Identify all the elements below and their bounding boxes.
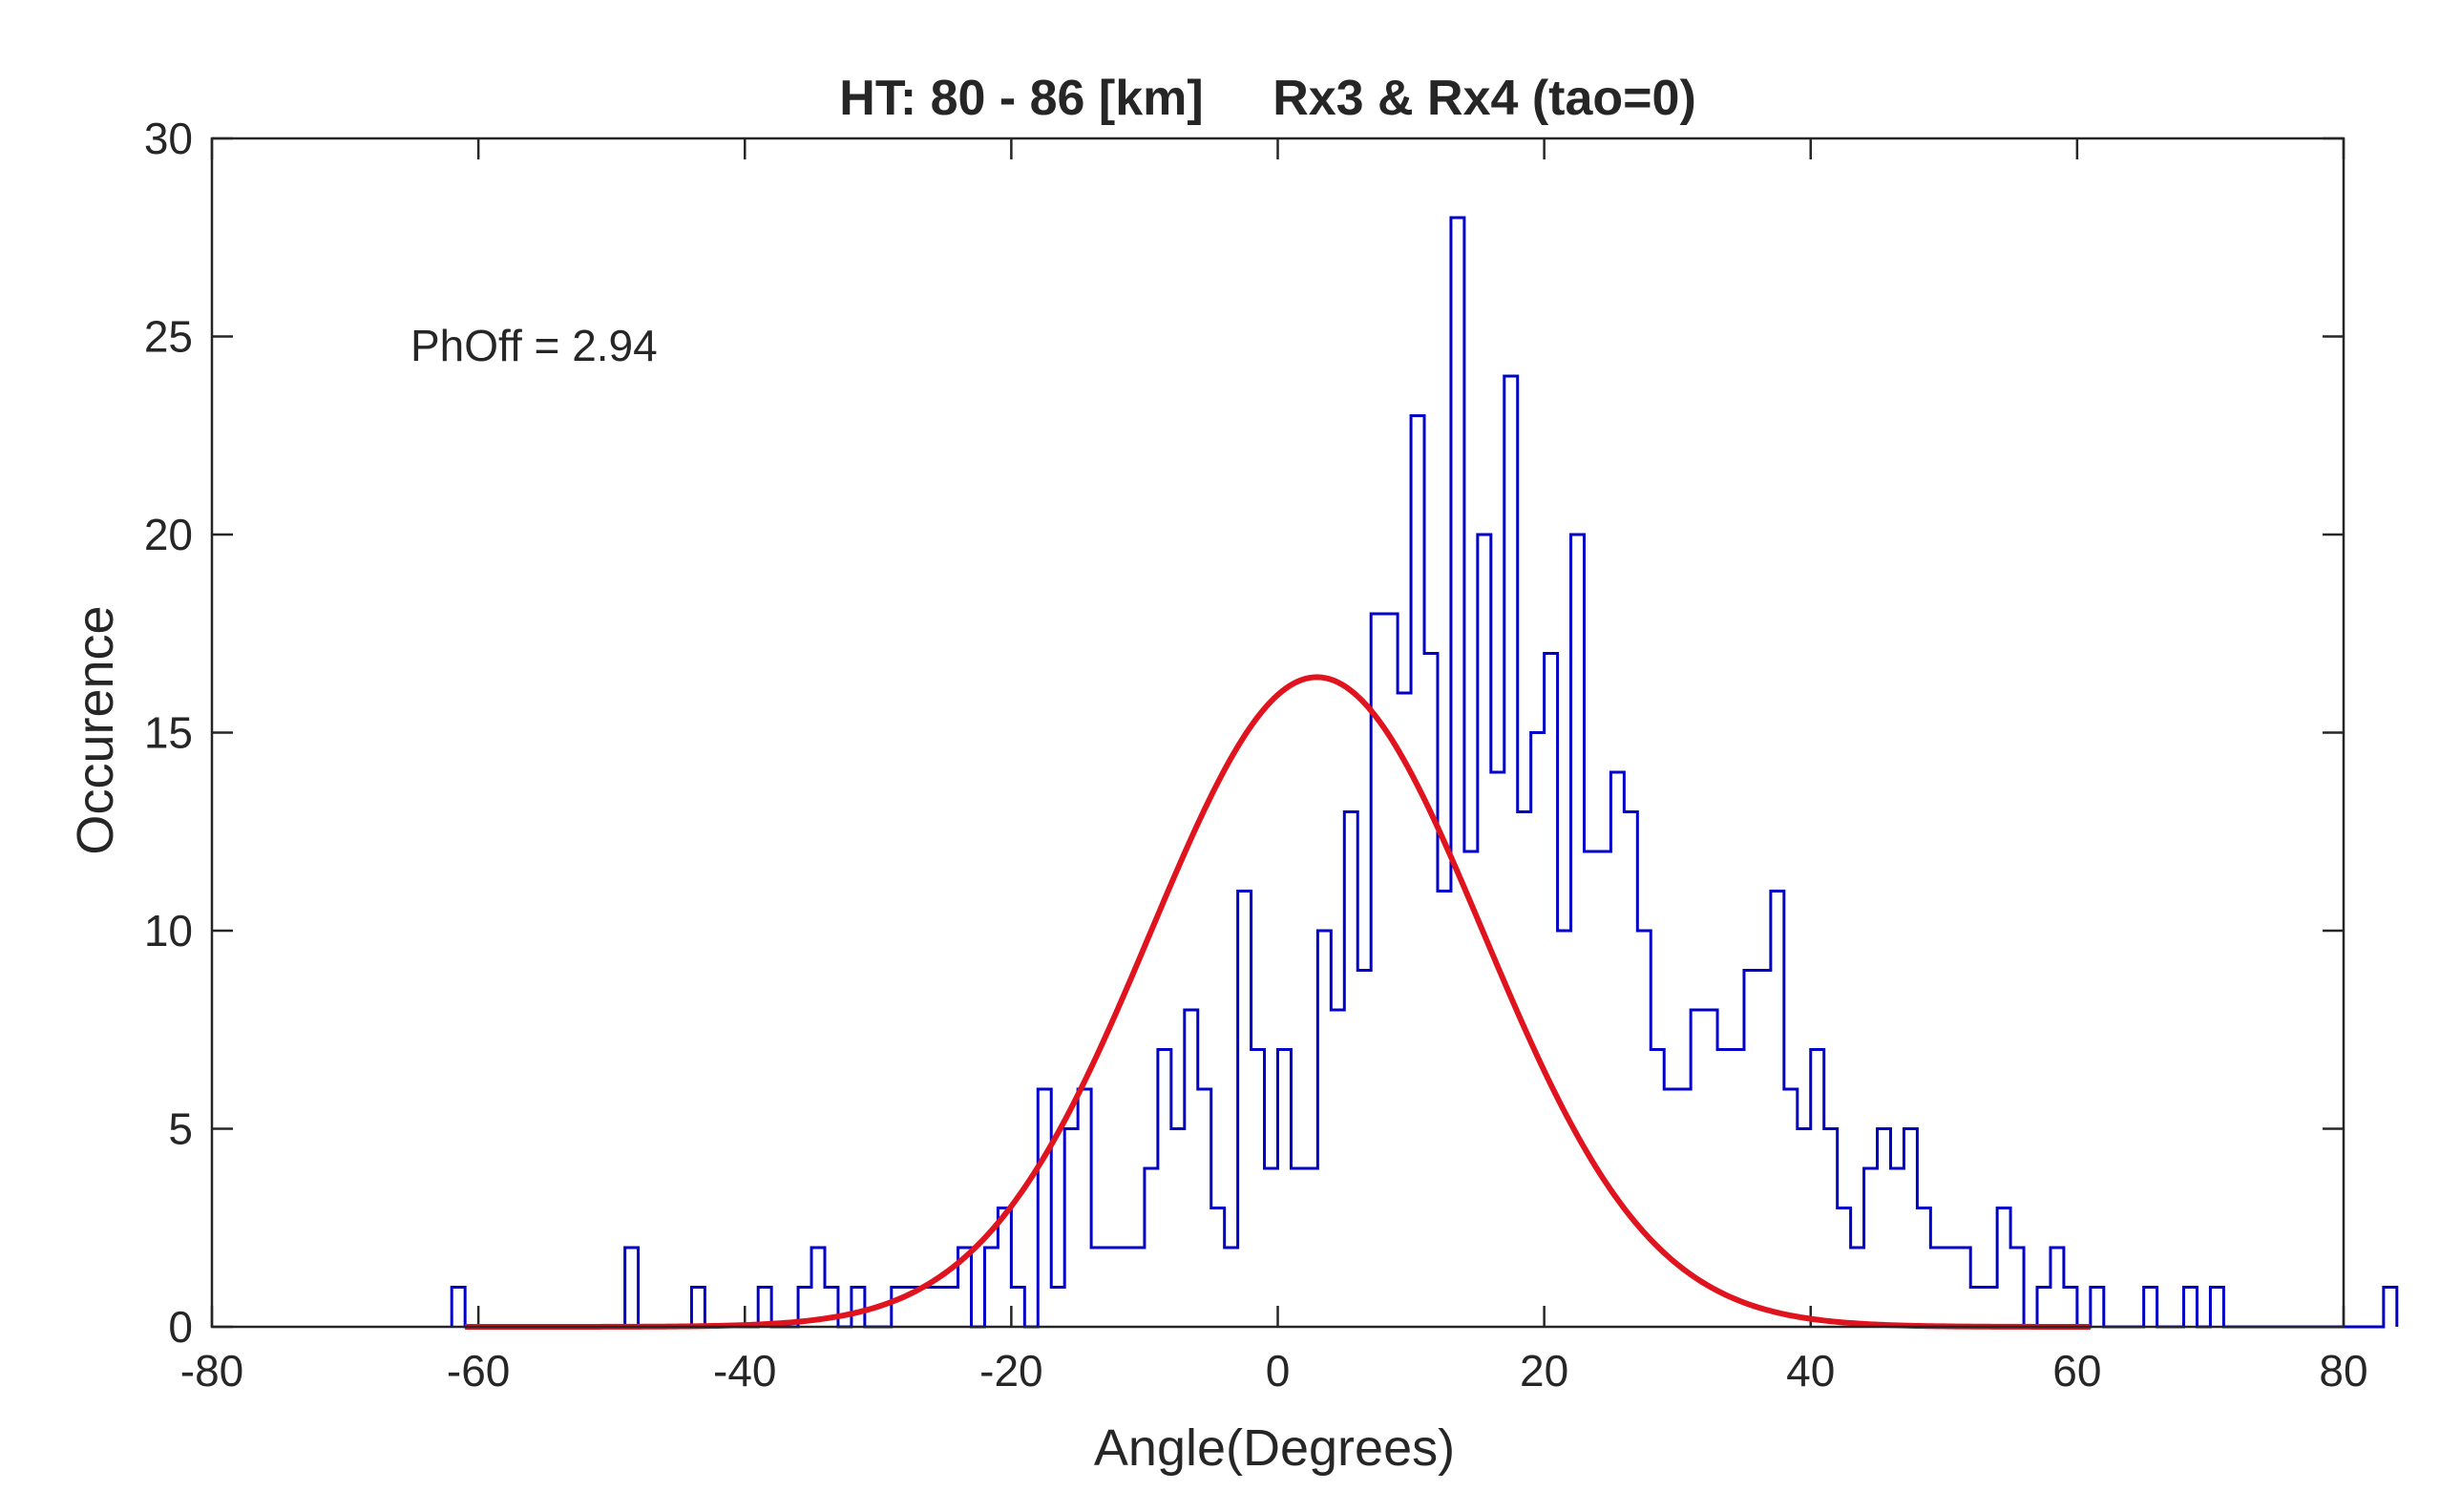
chart-title-receivers: Rx3 & Rx4 (tao=0): [1273, 71, 1696, 126]
chart-title-height-range: HT: 80 - 86 [km]: [839, 71, 1203, 126]
x-tick-label: -40: [713, 1346, 776, 1396]
gaussian-fit-curve: [465, 674, 2091, 1330]
x-tick-label: -80: [180, 1346, 243, 1396]
x-tick-label: 20: [1520, 1346, 1568, 1396]
x-tick-label: 80: [2319, 1346, 2367, 1396]
y-tick-label: 5: [168, 1104, 193, 1154]
y-tick-label: 25: [144, 312, 193, 362]
x-axis-label: Angle(Degrees): [1094, 1419, 1455, 1477]
chart-title: HT: 80 - 86 [km] Rx3 & Rx4 (tao=0): [839, 71, 1696, 126]
y-tick-label: 20: [144, 510, 193, 559]
x-tick-label: 40: [1786, 1346, 1835, 1396]
phase-offset-annotation: PhOff = 2.94: [410, 321, 658, 370]
plot-area-frame: [210, 136, 2345, 1329]
x-tick-label: -20: [979, 1346, 1042, 1396]
y-tick-label: 30: [144, 114, 193, 163]
y-tick-label: 10: [144, 906, 193, 956]
histogram-series: [450, 216, 2399, 1329]
y-tick-label: 0: [168, 1302, 193, 1352]
y-axis-label: Occurence: [67, 605, 124, 854]
x-tick-label: 60: [2052, 1346, 2101, 1396]
x-tick-label: 0: [1266, 1346, 1291, 1396]
tick-labels: -80 -60 -40 -20 0 20 40 60 80 0 5 10 15 20 25 30: [144, 114, 2368, 1396]
y-tick-label: 15: [144, 708, 193, 758]
x-tick-label: -60: [447, 1346, 510, 1396]
